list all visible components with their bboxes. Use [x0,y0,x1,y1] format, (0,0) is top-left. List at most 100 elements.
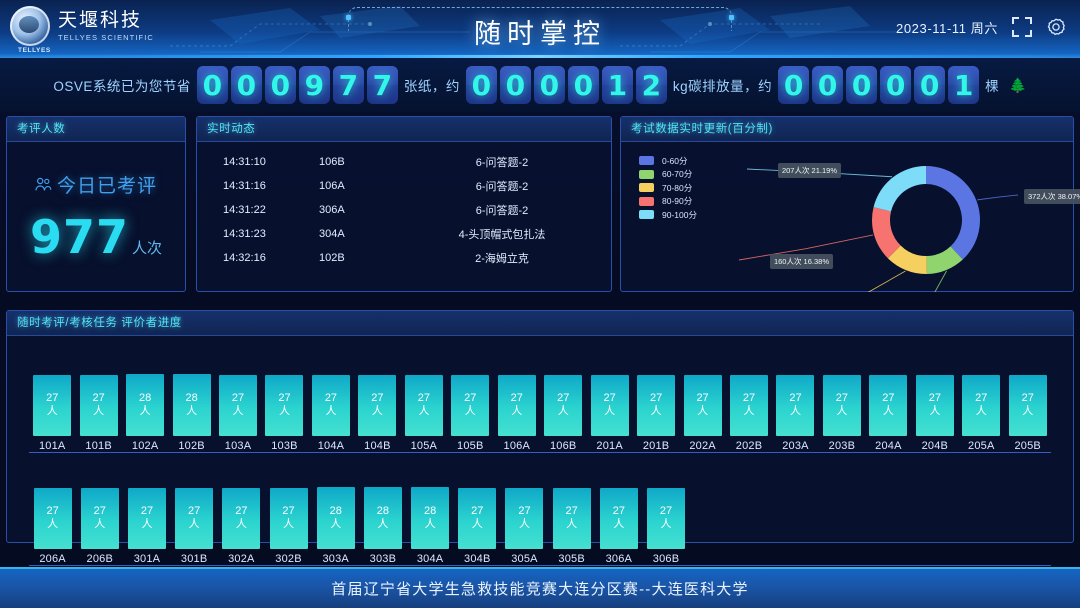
progress-bar[interactable]: 27 人 [311,374,350,436]
progress-bar-item[interactable]: 27 人 304B [454,487,501,565]
progress-bar[interactable]: 27 人 [222,487,261,549]
progress-bar-item[interactable]: 28 人 303A [312,487,359,565]
brand-logo: TELLYES 天堰科技 TELLYES SCIENTIFIC [10,6,154,54]
progress-bar[interactable]: 27 人 [33,374,72,436]
progress-bar[interactable]: 27 人 [637,374,676,436]
progress-bar-item[interactable]: 27 人 201A [586,374,632,452]
progress-bar-item[interactable]: 27 人 105B [447,374,493,452]
progress-bar[interactable]: 27 人 [730,374,769,436]
progress-bar-item[interactable]: 27 人 305B [548,487,595,565]
progress-bar-item[interactable]: 27 人 206B [76,487,123,565]
progress-bar[interactable]: 27 人 [404,374,443,436]
progress-bar-item[interactable]: 27 人 104B [354,374,400,452]
progress-bar[interactable]: 27 人 [497,374,536,436]
progress-bar[interactable]: 27 人 [962,374,1001,436]
progress-bar-item[interactable]: 27 人 104A [308,374,354,452]
progress-bar[interactable]: 27 人 [647,487,686,549]
progress-bar[interactable]: 27 人 [265,374,304,436]
progress-bar[interactable]: 27 人 [358,374,397,436]
progress-bar-item[interactable]: 27 人 203A [772,374,818,452]
progress-bar-item[interactable]: 27 人 206A [29,487,76,565]
progress-bar[interactable]: 27 人 [544,374,583,436]
legend-item[interactable]: 60-70分 [639,168,697,182]
progress-bar[interactable]: 27 人 [451,374,490,436]
feed-time: 14:31:22 [223,204,266,216]
feed-item: 6-问答题-2 [475,205,529,217]
progress-bar-item[interactable]: 27 人 306A [595,487,642,565]
progress-bar-item[interactable]: 27 人 203B [819,374,865,452]
progress-bar-item[interactable]: 27 人 204A [865,374,911,452]
progress-bar-item[interactable]: 27 人 205A [958,374,1004,452]
progress-bar[interactable]: 27 人 [776,374,815,436]
progress-bar[interactable]: 28 人 [172,374,211,436]
footer-banner: 首届辽宁省大学生急救技能竞赛大连分区赛--大连医科大学 [0,567,1080,608]
progress-bar[interactable]: 27 人 [683,374,722,436]
legend-label: 90-100分 [662,209,697,220]
donut-slice[interactable] [872,207,901,259]
people-icon [35,177,52,190]
progress-bar[interactable]: 27 人 [175,487,214,549]
donut-slice[interactable] [926,166,980,260]
progress-bar-item[interactable]: 28 人 102A [122,374,168,452]
gear-icon[interactable] [1046,17,1066,37]
donut-slice[interactable] [887,245,927,274]
progress-bar[interactable]: 27 人 [590,374,629,436]
progress-bar-item[interactable]: 27 人 103A [215,374,261,452]
progress-bar[interactable]: 27 人 [127,487,166,549]
feed-row[interactable]: 14:31:22 306A 6-问答题-2 [209,198,599,222]
progress-bar-item[interactable]: 27 人 105A [401,374,447,452]
progress-bar[interactable]: 27 人 [458,487,497,549]
progress-bar-item[interactable]: 27 人 202A [679,374,725,452]
feed-row[interactable]: 14:31:23 304A 4-头顶帽式包扎法 [209,222,599,246]
progress-bar-item[interactable]: 28 人 304A [407,487,454,565]
donut-slice[interactable] [873,166,926,212]
assessment-count-body: 今日已考评 977 人次 [7,142,185,292]
progress-bar[interactable]: 28 人 [411,487,450,549]
progress-bar[interactable]: 28 人 [363,487,402,549]
progress-bar[interactable]: 28 人 [126,374,165,436]
feed-row[interactable]: 14:31:16 106A 6-问答题-2 [209,174,599,198]
progress-bar[interactable]: 27 人 [79,374,118,436]
progress-bar-item[interactable]: 27 人 305A [501,487,548,565]
progress-bar[interactable]: 27 人 [599,487,638,549]
progress-bar[interactable]: 27 人 [219,374,258,436]
progress-bar[interactable]: 27 人 [80,487,119,549]
progress-bar-item[interactable]: 28 人 102B [168,374,214,452]
progress-bar[interactable]: 27 人 [1008,374,1047,436]
progress-bar-item[interactable]: 27 人 101B [75,374,121,452]
progress-bar-item[interactable]: 27 人 306B [642,487,689,565]
feed-row[interactable]: 14:31:10 106B 6-问答题-2 [209,150,599,174]
progress-bar-item[interactable]: 27 人 201B [633,374,679,452]
progress-bar-item[interactable]: 27 人 103B [261,374,307,452]
progress-bar-item[interactable]: 27 人 302A [218,487,265,565]
progress-bar-item[interactable]: 27 人 204B [912,374,958,452]
progress-bar-item[interactable]: 27 人 301A [123,487,170,565]
legend-item[interactable]: 80-90分 [639,195,697,209]
legend-item[interactable]: 0-60分 [639,154,697,168]
progress-bar-unit: 人 [511,405,523,418]
fullscreen-icon[interactable] [1012,17,1032,37]
progress-bar[interactable]: 27 人 [33,487,72,549]
progress-bar[interactable]: 27 人 [869,374,908,436]
progress-bar[interactable]: 27 人 [269,487,308,549]
counter-prefix-label: OSVE系统已为您节省 [53,79,191,94]
progress-bar-item[interactable]: 27 人 205B [1005,374,1051,452]
donut-slice[interactable] [926,246,963,274]
evaluator-progress-body: 27 人 101A 27 人 101B 28 人 102A 28 人 102B 27 人 103A 27 人 10… [7,336,1073,566]
progress-bar-item[interactable]: 27 人 301B [171,487,218,565]
progress-bar-unit: 人 [93,405,105,418]
progress-bar[interactable]: 27 人 [822,374,861,436]
progress-bar[interactable]: 27 人 [552,487,591,549]
progress-bar-item[interactable]: 27 人 101A [29,374,75,452]
legend-item[interactable]: 90-100分 [639,208,697,222]
progress-bar-item[interactable]: 27 人 302B [265,487,312,565]
feed-row[interactable]: 14:32:16 102B 2-海姆立克 [209,246,599,270]
progress-bar[interactable]: 28 人 [316,487,355,549]
progress-bar-item[interactable]: 28 人 303B [359,487,406,565]
progress-bar-item[interactable]: 27 人 106A [494,374,540,452]
progress-bar[interactable]: 27 人 [505,487,544,549]
progress-bar[interactable]: 27 人 [915,374,954,436]
legend-item[interactable]: 70-80分 [639,181,697,195]
progress-bar-item[interactable]: 27 人 106B [540,374,586,452]
progress-bar-item[interactable]: 27 人 202B [726,374,772,452]
